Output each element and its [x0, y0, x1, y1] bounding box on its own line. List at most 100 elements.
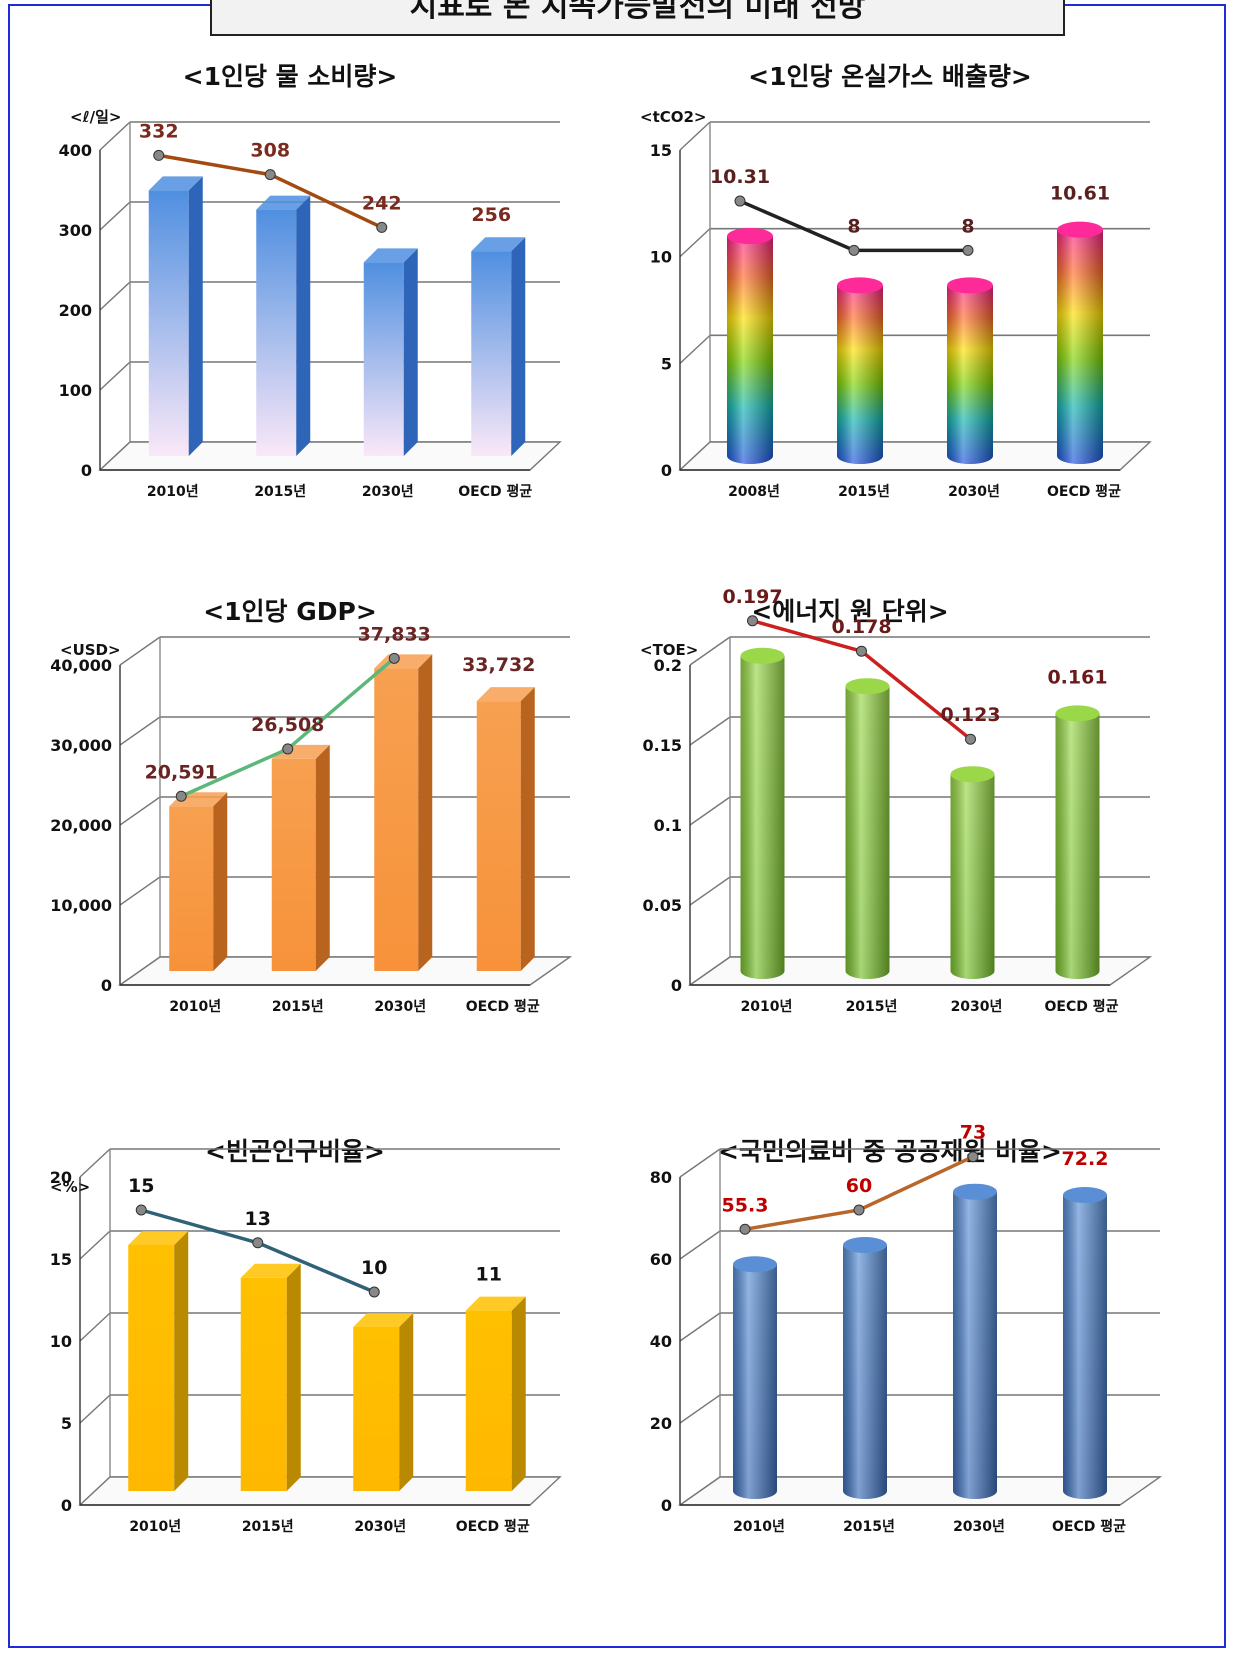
data-label: 332	[139, 120, 179, 142]
y-tick-label: 0	[671, 976, 682, 995]
bar-side	[511, 1296, 526, 1491]
bar-top	[740, 647, 785, 664]
bar-top	[476, 687, 535, 702]
data-label: 11	[476, 1264, 502, 1286]
bar-side	[418, 654, 433, 971]
bar-side	[511, 237, 526, 456]
y-tick-label: 0.05	[643, 896, 682, 915]
data-label: 308	[250, 140, 290, 162]
bar-top	[1057, 221, 1103, 238]
y-tick-label: 40	[650, 1332, 672, 1351]
bar-side	[315, 744, 330, 971]
data-label: 0.197	[722, 586, 782, 608]
bar	[465, 1310, 512, 1491]
data-label: 13	[245, 1208, 271, 1230]
gridline-depth	[79, 1394, 111, 1424]
bar	[128, 1245, 175, 1491]
trend-marker	[848, 244, 860, 256]
y-unit-label: <USD>	[60, 641, 121, 659]
page-title: 지표로 본 지속가능발전의 미래 전망	[210, 0, 1065, 36]
data-label: 8	[961, 215, 974, 237]
y-tick-label: 80	[650, 1168, 672, 1187]
data-label: 10.61	[1050, 183, 1110, 205]
chart-title: <1인당 온실가스 배출량>	[748, 62, 1032, 91]
chart-title: <1인당 물 소비량>	[183, 62, 398, 91]
trend-marker	[734, 195, 746, 207]
x-tick-label: 2030년	[362, 484, 414, 500]
trend-marker	[967, 1151, 979, 1163]
bar	[240, 1277, 287, 1491]
gridline-depth	[99, 281, 131, 311]
data-label: 72.2	[1062, 1148, 1109, 1170]
y-tick-label: 20,000	[50, 816, 112, 835]
y-tick-label: 60	[650, 1250, 672, 1269]
y-tick-label: 15	[650, 141, 672, 160]
x-tick-label: 2015년	[838, 484, 890, 500]
bar	[271, 758, 316, 971]
x-tick-label: 2015년	[272, 999, 324, 1015]
bar-top	[1063, 1186, 1107, 1203]
data-label: 55.3	[722, 1194, 769, 1216]
y-tick-label: 10	[650, 248, 672, 267]
y-tick-label: 400	[59, 141, 92, 160]
x-tick-label: 2030년	[948, 484, 1000, 500]
bar-shading	[950, 774, 995, 979]
bar-side	[399, 1313, 414, 1491]
gridline-depth	[679, 1394, 721, 1424]
y-tick-label: 300	[59, 221, 92, 240]
gridline-depth	[689, 716, 731, 746]
bar-top	[128, 1231, 189, 1245]
bar-shading	[843, 1245, 887, 1499]
x-tick-label: 2015년	[242, 1519, 294, 1535]
y-unit-label: <tCO2>	[640, 108, 707, 126]
bar-shading	[953, 1191, 997, 1499]
trend-marker	[962, 244, 974, 256]
data-label: 0.123	[940, 704, 1000, 726]
y-tick-label: 5	[61, 1414, 72, 1433]
data-label: 60	[846, 1175, 872, 1197]
x-tick-label: 2030년	[354, 1519, 406, 1535]
trend-marker	[856, 645, 867, 657]
x-tick-label: OECD 평균	[1045, 998, 1119, 1015]
bar-top	[240, 1263, 301, 1278]
page-frame: 지표로 본 지속가능발전의 미래 전망	[8, 0, 1226, 1648]
x-tick-label: 2030년	[953, 1519, 1005, 1535]
bar-top	[353, 1313, 414, 1327]
y-tick-label: 20	[650, 1414, 672, 1433]
x-tick-label: 2010년	[741, 999, 793, 1015]
x-tick-label: 2015년	[254, 484, 306, 500]
data-label: 0.161	[1047, 666, 1107, 688]
gridline-depth	[689, 636, 731, 666]
data-label: 73	[960, 1122, 986, 1144]
bar-top	[471, 237, 526, 252]
trend-marker	[282, 743, 294, 755]
trend-marker	[135, 1204, 147, 1216]
trend-marker	[747, 615, 758, 627]
gridline-depth	[119, 796, 161, 826]
bar-shading	[947, 285, 993, 464]
y-tick-label: 15	[50, 1250, 72, 1269]
gridline-depth	[79, 1230, 111, 1260]
bar-top	[837, 277, 883, 294]
bar-top	[953, 1183, 997, 1200]
chart-title: <에너지 원 단위>	[751, 597, 948, 626]
bar-top	[733, 1256, 777, 1273]
bar-shading	[740, 655, 785, 979]
x-tick-label: 2010년	[733, 1519, 785, 1535]
y-tick-label: 0	[661, 461, 672, 480]
x-tick-label: 2030년	[951, 999, 1003, 1015]
gridline-depth	[79, 1312, 111, 1342]
trend-marker	[853, 1204, 865, 1216]
bar-top	[727, 228, 773, 245]
y-tick-label: 200	[59, 301, 92, 320]
y-tick-label: 30,000	[50, 736, 112, 755]
chart-health: <국민의료비 중 공공재원 비율> 0 20 40 60 80 2010년 2015년 2030…	[650, 1122, 1163, 1535]
chart-title: <국민의료비 중 공공재원 비율>	[718, 1137, 1062, 1166]
bar-shading	[845, 686, 890, 979]
gridline-depth	[119, 716, 161, 746]
gridline-depth	[99, 361, 131, 391]
bar	[169, 806, 214, 971]
data-label: 256	[471, 204, 511, 226]
trend-marker	[368, 1286, 380, 1298]
